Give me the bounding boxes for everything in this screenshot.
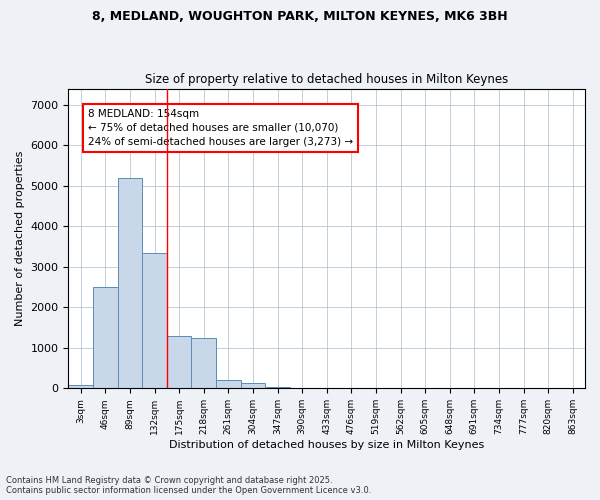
- Bar: [118, 178, 142, 388]
- Bar: [167, 336, 191, 388]
- Bar: [241, 383, 265, 388]
- X-axis label: Distribution of detached houses by size in Milton Keynes: Distribution of detached houses by size …: [169, 440, 484, 450]
- Bar: [191, 338, 216, 388]
- Text: 8, MEDLAND, WOUGHTON PARK, MILTON KEYNES, MK6 3BH: 8, MEDLAND, WOUGHTON PARK, MILTON KEYNES…: [92, 10, 508, 23]
- Y-axis label: Number of detached properties: Number of detached properties: [15, 151, 25, 326]
- Bar: [142, 252, 167, 388]
- Bar: [68, 385, 93, 388]
- Text: 8 MEDLAND: 154sqm
← 75% of detached houses are smaller (10,070)
24% of semi-deta: 8 MEDLAND: 154sqm ← 75% of detached hous…: [88, 109, 353, 147]
- Text: Contains HM Land Registry data © Crown copyright and database right 2025.
Contai: Contains HM Land Registry data © Crown c…: [6, 476, 371, 495]
- Bar: [216, 380, 241, 388]
- Bar: [265, 386, 290, 388]
- Bar: [93, 287, 118, 388]
- Title: Size of property relative to detached houses in Milton Keynes: Size of property relative to detached ho…: [145, 73, 508, 86]
